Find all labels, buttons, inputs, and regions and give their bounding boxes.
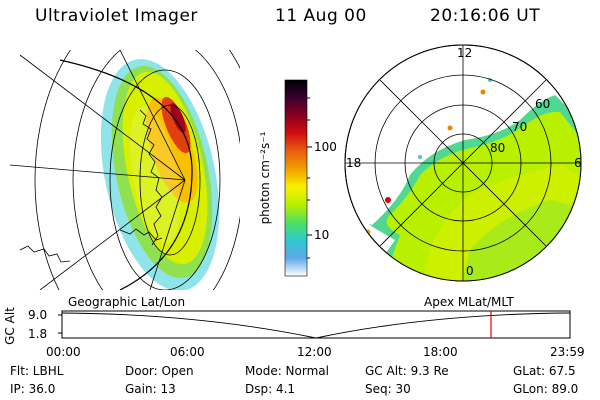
colorbar-tick-10: 10 <box>314 228 330 242</box>
colorbar <box>284 79 312 277</box>
info-glon: GLon: 89.0 <box>513 382 579 396</box>
lat-label-80: 80 <box>490 141 506 155</box>
mlt-label-6: 6 <box>574 156 582 170</box>
header-date: 11 Aug 00 <box>275 6 367 26</box>
lat-label-70: 70 <box>512 120 528 134</box>
timeline-ytick-low: 1.8 <box>28 327 48 341</box>
timeline-xtick-1200: 12:00 <box>297 345 332 359</box>
left-panel-label: Geographic Lat/Lon <box>68 295 186 309</box>
timeline-xtick-0000: 00:00 <box>46 345 81 359</box>
mlt-label-12: 12 <box>457 46 473 60</box>
colorbar-label: photon cm⁻²s⁻¹ <box>258 131 272 225</box>
info-gain: Gain: 13 <box>125 382 176 396</box>
header-time: 20:16:06 UT <box>430 6 541 26</box>
info-mode: Mode: Normal <box>245 364 329 378</box>
info-gcalt: GC Alt: 9.3 Re <box>365 364 449 378</box>
info-seq: Seq: 30 <box>365 382 411 396</box>
colorbar-tick-100: 100 <box>314 140 337 154</box>
info-door: Door: Open <box>125 364 194 378</box>
timeline-plot <box>58 310 571 339</box>
mlt-label-18: 18 <box>346 156 362 170</box>
lat-label-60: 60 <box>535 97 551 111</box>
timeline-xtick-2359: 23:59 <box>550 345 585 359</box>
info-glat: GLat: 67.5 <box>513 364 576 378</box>
right-panel-label: Apex MLat/MLT <box>424 295 514 309</box>
info-flt: Flt: LBHL <box>10 364 64 378</box>
info-ip: IP: 36.0 <box>10 382 56 396</box>
app-title: Ultraviolet Imager <box>35 6 198 26</box>
mlt-label-0: 0 <box>466 264 474 278</box>
polar-plot <box>344 44 582 282</box>
geographic-globe <box>9 50 240 290</box>
timeline-xtick-0600: 06:00 <box>170 345 205 359</box>
timeline-xtick-1800: 18:00 <box>423 345 458 359</box>
timeline-ytick-high: 9.0 <box>28 308 48 322</box>
info-dsp: Dsp: 4.1 <box>245 382 296 396</box>
timeline-ylabel: GC Alt <box>3 307 17 345</box>
